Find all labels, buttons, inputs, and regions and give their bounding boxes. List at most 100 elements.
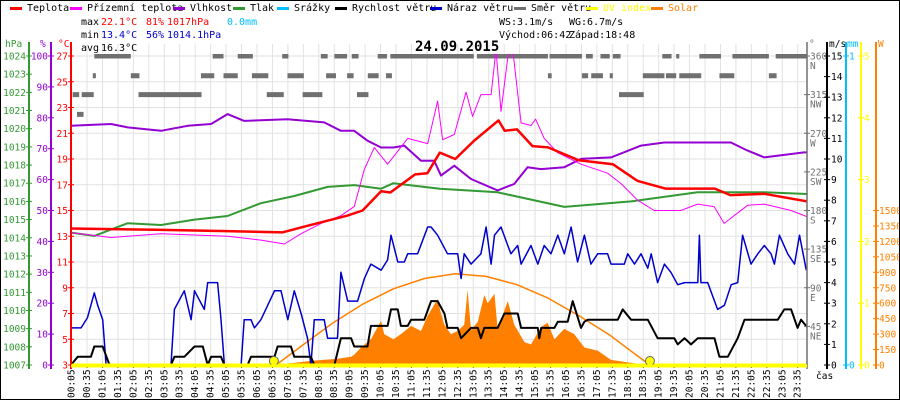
- axis-compass-label: NW: [810, 100, 822, 111]
- wind-direction-mark: [676, 54, 680, 59]
- series-solar-max-line: [275, 273, 651, 365]
- legend-label: UV index: [603, 3, 652, 14]
- wind-direction-mark: [77, 111, 84, 117]
- legend-uv-index: UV index: [586, 3, 651, 15]
- axis-tick-label-temperature: 15: [57, 206, 68, 217]
- legend-swatch: [651, 6, 663, 10]
- axis-tick-label-direction: 90: [810, 283, 822, 294]
- axis-tick-label-uv: 4: [864, 113, 870, 124]
- axis-tick-label-humidity: 10: [37, 330, 49, 341]
- wind-direction-mark: [591, 73, 603, 79]
- series-solar-area: [279, 289, 648, 365]
- axis-tick-label-pressure: 1009: [3, 324, 26, 335]
- wind-direction-mark: [619, 92, 644, 98]
- wind-direction-mark: [287, 73, 304, 79]
- x-tick-label: 20:05: [685, 369, 696, 398]
- x-tick-label: 21:05: [715, 369, 726, 398]
- x-tick-label: 23:05: [777, 369, 788, 398]
- wind-direction-mark: [266, 92, 284, 98]
- wind-direction-mark: [699, 54, 721, 59]
- x-tick-label: 23:35: [793, 369, 804, 398]
- x-tick-label: 03:05: [159, 369, 170, 398]
- x-tick-label: 05:35: [237, 369, 248, 398]
- legend-label: Rychlost větru: [352, 3, 437, 14]
- x-tick-label: 09:35: [360, 369, 371, 398]
- wind-direction-mark: [581, 73, 589, 79]
- axis-tick-label-humidity: 60: [37, 175, 49, 186]
- wind-direction-mark: [377, 54, 387, 59]
- wind-direction-mark: [223, 73, 238, 79]
- axis-tick-label-pressure: 1018: [3, 161, 26, 172]
- x-tick-label: 04:05: [190, 369, 201, 398]
- axis-tick-label-solar: 750: [879, 283, 896, 294]
- axis-tick-label-humidity: 20: [37, 299, 49, 310]
- x-tick-label: 06:35: [267, 369, 278, 398]
- legend-swatch: [586, 6, 598, 10]
- x-tick-label: 07:05: [283, 369, 294, 398]
- x-tick-label: 14:35: [515, 369, 526, 398]
- legend-swatch: [277, 6, 289, 10]
- axis-unit-temperature: °C: [58, 39, 69, 50]
- wind-direction-mark: [94, 54, 131, 59]
- axis-tick-label-solar: 300: [879, 330, 896, 341]
- axis-compass-label: E: [810, 293, 816, 304]
- wind-direction-mark: [130, 73, 140, 79]
- series-tlak-line: [71, 182, 807, 237]
- x-tick-label: 11:35: [422, 369, 433, 398]
- axis-tick-label-temperature: 25: [57, 77, 68, 88]
- wind-direction-mark: [600, 54, 610, 59]
- legend-srazky: Srážky: [277, 3, 330, 15]
- axis-tick-label-pressure: 1016: [3, 197, 26, 208]
- wind-direction-mark: [212, 54, 224, 59]
- sun-marker: [268, 356, 279, 366]
- x-tick-label: 22:05: [746, 369, 757, 398]
- x-tick-label: 07:35: [298, 369, 309, 398]
- axis-tick-label-solar: 1500: [879, 206, 900, 217]
- wind-direction-mark: [679, 73, 702, 79]
- axis-tick-label-humidity: 50: [37, 206, 49, 217]
- axis-tick-label-humidity: 0: [42, 361, 48, 372]
- wind-direction-mark: [547, 73, 552, 79]
- axis-tick-label-pressure: 1007: [3, 361, 26, 372]
- axis-tick-label-temperature: 27: [57, 52, 68, 63]
- x-tick-label: 19:35: [669, 369, 680, 398]
- axis-tick-label-direction: 315: [810, 90, 827, 101]
- wind-direction-mark: [390, 54, 474, 59]
- x-tick-label: 09:05: [345, 369, 356, 398]
- x-tick-label: 22:35: [762, 369, 773, 398]
- legend-label: Vlhkost: [190, 3, 233, 14]
- wind-direction-mark: [251, 73, 269, 79]
- legend-swatch: [10, 6, 22, 10]
- wind-direction-mark: [237, 54, 253, 59]
- rain-total: 0.0mm: [227, 17, 258, 28]
- x-tick-label: 08:05: [314, 369, 325, 398]
- avg-label: avg: [81, 43, 100, 54]
- axis-tick-label-solar: 900: [879, 268, 896, 279]
- axis-tick-label-direction: 180: [810, 206, 827, 217]
- x-tick-label: 01:35: [113, 369, 124, 398]
- legend-smer-vetru: Směr větru: [514, 3, 591, 15]
- axis-tick-label-wind: 3: [831, 299, 837, 310]
- legend-label: Teplota: [27, 3, 70, 14]
- axis-compass-label: NE: [810, 331, 822, 342]
- axis-tick-label-temperature: 23: [57, 103, 68, 114]
- wind-direction-mark: [642, 73, 665, 79]
- x-tick-label: 15:35: [546, 369, 557, 398]
- wind-direction-mark: [200, 73, 215, 79]
- axis-unit-pressure: hPa: [5, 39, 22, 50]
- x-tick-label: 02:05: [128, 369, 139, 398]
- axis-tick-label-temperature: 19: [57, 155, 69, 166]
- max-pressure: 1017hPa: [167, 17, 210, 28]
- axis-tick-label-humidity: 40: [37, 237, 49, 248]
- legend-rychlost-vetru: Rychlost větru: [335, 3, 436, 15]
- axis-tick-label-temperature: 9: [62, 283, 68, 294]
- x-tick-label: 10:35: [391, 369, 402, 398]
- wind-direction-mark: [347, 73, 354, 79]
- axis-tick-label-wind: 15: [831, 52, 842, 63]
- axis-tick-label-humidity: 100: [31, 52, 48, 63]
- axis-tick-label-temperature: 13: [57, 232, 68, 243]
- wind-direction-mark: [732, 54, 769, 59]
- max-temp: 22.1°C: [101, 17, 138, 28]
- axis-tick-label-pressure: 1020: [3, 124, 26, 135]
